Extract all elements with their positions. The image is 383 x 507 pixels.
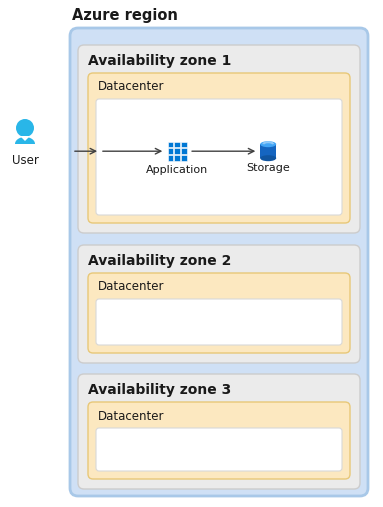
FancyBboxPatch shape xyxy=(88,273,350,353)
Bar xyxy=(168,141,173,148)
FancyBboxPatch shape xyxy=(88,73,350,223)
FancyBboxPatch shape xyxy=(78,374,360,489)
FancyBboxPatch shape xyxy=(96,99,342,215)
Text: Application: Application xyxy=(146,165,208,175)
Bar xyxy=(174,149,180,154)
Circle shape xyxy=(16,119,34,137)
Bar xyxy=(181,155,187,161)
FancyBboxPatch shape xyxy=(88,402,350,479)
FancyBboxPatch shape xyxy=(78,245,360,363)
Text: Datacenter: Datacenter xyxy=(98,410,165,422)
Ellipse shape xyxy=(260,155,276,161)
Text: Availability zone 3: Availability zone 3 xyxy=(88,383,231,397)
Bar xyxy=(181,149,187,154)
Bar xyxy=(174,141,180,148)
Text: Storage: Storage xyxy=(246,163,290,173)
Text: Availability zone 2: Availability zone 2 xyxy=(88,254,231,268)
Ellipse shape xyxy=(260,141,276,147)
Text: Azure region: Azure region xyxy=(72,8,178,23)
Bar xyxy=(168,149,173,154)
Text: Datacenter: Datacenter xyxy=(98,81,165,93)
Text: Availability zone 1: Availability zone 1 xyxy=(88,54,231,68)
Bar xyxy=(260,144,276,158)
Bar xyxy=(181,141,187,148)
Polygon shape xyxy=(15,137,35,144)
Text: Datacenter: Datacenter xyxy=(98,280,165,294)
Bar xyxy=(174,155,180,161)
FancyBboxPatch shape xyxy=(96,428,342,471)
FancyBboxPatch shape xyxy=(96,299,342,345)
Polygon shape xyxy=(20,136,30,141)
Bar xyxy=(168,155,173,161)
FancyBboxPatch shape xyxy=(78,45,360,233)
Text: User: User xyxy=(11,154,38,167)
FancyBboxPatch shape xyxy=(70,28,368,496)
